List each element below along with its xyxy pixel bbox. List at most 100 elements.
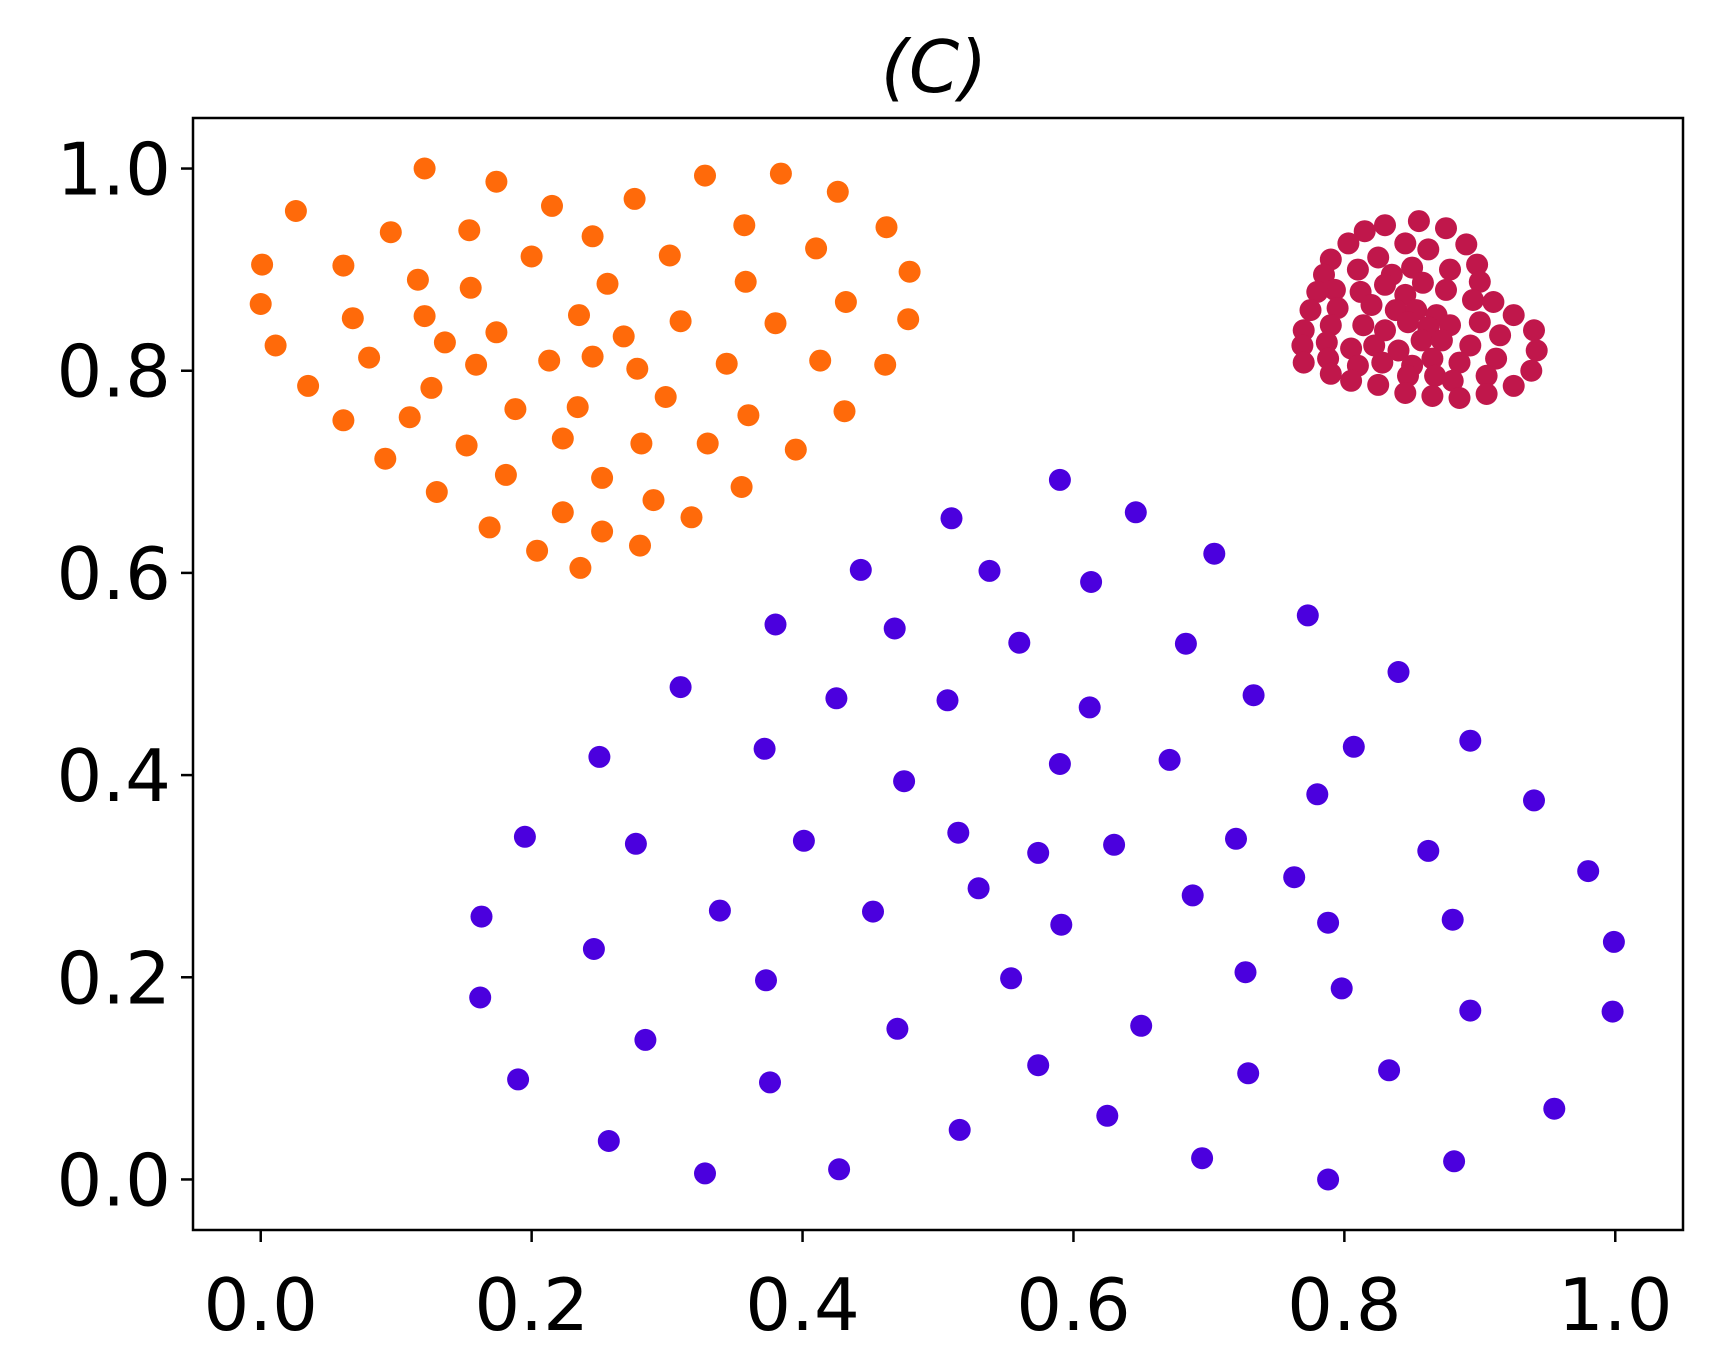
data-point: [341, 307, 364, 330]
x-tick-label: 0.2: [474, 1263, 589, 1347]
data-point: [1027, 841, 1050, 864]
data-point: [379, 221, 402, 244]
data-point: [630, 432, 653, 455]
data-point: [1435, 217, 1457, 240]
data-point: [874, 353, 897, 376]
data-point: [1371, 351, 1394, 374]
data-point: [1424, 364, 1447, 387]
y-tick-label: 0.4: [56, 734, 171, 818]
data-point: [1225, 827, 1247, 850]
data-point: [883, 617, 906, 640]
data-point: [733, 214, 756, 237]
data-point: [470, 905, 493, 928]
data-point: [1323, 278, 1346, 301]
data-point: [1401, 256, 1424, 279]
data-point: [582, 938, 605, 960]
data-point: [826, 180, 849, 203]
data-point: [420, 376, 443, 399]
data-point: [1397, 364, 1419, 387]
data-point: [1296, 604, 1319, 627]
data-point: [1374, 319, 1396, 342]
data-point: [1468, 311, 1491, 334]
data-point: [1448, 387, 1471, 409]
data-point: [1330, 977, 1353, 1000]
data-point: [730, 476, 753, 498]
data-point: [886, 1017, 909, 1040]
data-point: [551, 427, 574, 450]
data-point: [551, 501, 574, 524]
x-tick-label: 0.8: [1287, 1263, 1402, 1347]
data-point: [1048, 753, 1071, 775]
data-point: [1602, 930, 1625, 953]
data-point: [1421, 385, 1444, 407]
data-point: [1363, 334, 1386, 357]
data-point: [413, 305, 436, 328]
x-tick-label: 0.4: [745, 1263, 860, 1347]
data-point: [566, 396, 589, 419]
data-point: [1337, 232, 1360, 255]
data-point: [1374, 214, 1396, 237]
data-point: [1417, 238, 1440, 261]
data-point: [715, 352, 738, 375]
data-point: [507, 1068, 530, 1091]
data-point: [1441, 908, 1464, 931]
data-point: [465, 353, 488, 376]
data-point: [1319, 362, 1342, 385]
data-point: [1448, 351, 1471, 374]
data-point: [568, 304, 590, 327]
data-point: [769, 162, 792, 185]
data-point: [459, 276, 482, 299]
data-point: [297, 374, 320, 397]
data-point: [264, 334, 287, 357]
data-point: [1523, 789, 1545, 812]
data-point: [1466, 253, 1489, 276]
data-point: [936, 689, 959, 712]
data-point: [1353, 220, 1376, 243]
data-point: [1319, 314, 1342, 337]
data-point: [828, 1158, 851, 1181]
data-point: [875, 216, 898, 239]
plot-area-frame: [191, 116, 1685, 1232]
data-point: [654, 386, 677, 408]
data-point: [1374, 273, 1396, 296]
data-point: [588, 745, 611, 768]
data-point: [1459, 729, 1482, 752]
data-point: [626, 357, 649, 380]
data-point: [1430, 329, 1453, 352]
data-point: [1502, 304, 1525, 327]
data-point: [629, 534, 651, 557]
data-point: [1525, 339, 1548, 362]
data-point: [1441, 369, 1464, 392]
y-axis: 0.0 0.2 0.4 0.6 0.8 1.0: [56, 128, 193, 1222]
data-point: [513, 825, 536, 848]
data-point: [1292, 351, 1315, 374]
data-point: [940, 507, 963, 530]
data-point: [669, 676, 692, 699]
data-point: [1360, 294, 1383, 316]
x-tick-label: 1.0: [1558, 1263, 1673, 1347]
data-point: [1421, 347, 1444, 370]
data-point: [485, 170, 508, 193]
data-point: [1306, 783, 1329, 806]
data-point: [1313, 263, 1335, 286]
data-point: [755, 969, 777, 992]
data-point: [1315, 331, 1338, 354]
data-point: [1489, 324, 1512, 347]
data-point: [1181, 884, 1204, 907]
data-point: [1601, 1000, 1624, 1023]
y-tick-label: 0.2: [56, 936, 171, 1020]
data-point: [591, 466, 614, 489]
data-point: [947, 821, 970, 844]
data-point: [1008, 631, 1031, 654]
data-point: [374, 447, 397, 470]
data-point: [805, 237, 828, 260]
data-point: [658, 244, 681, 267]
data-point: [849, 558, 872, 581]
data-point: [1346, 258, 1369, 281]
data-point: [1103, 833, 1126, 856]
data-point: [581, 345, 604, 368]
data-point: [458, 219, 481, 242]
data-point: [1367, 373, 1390, 396]
data-point: [862, 900, 884, 923]
